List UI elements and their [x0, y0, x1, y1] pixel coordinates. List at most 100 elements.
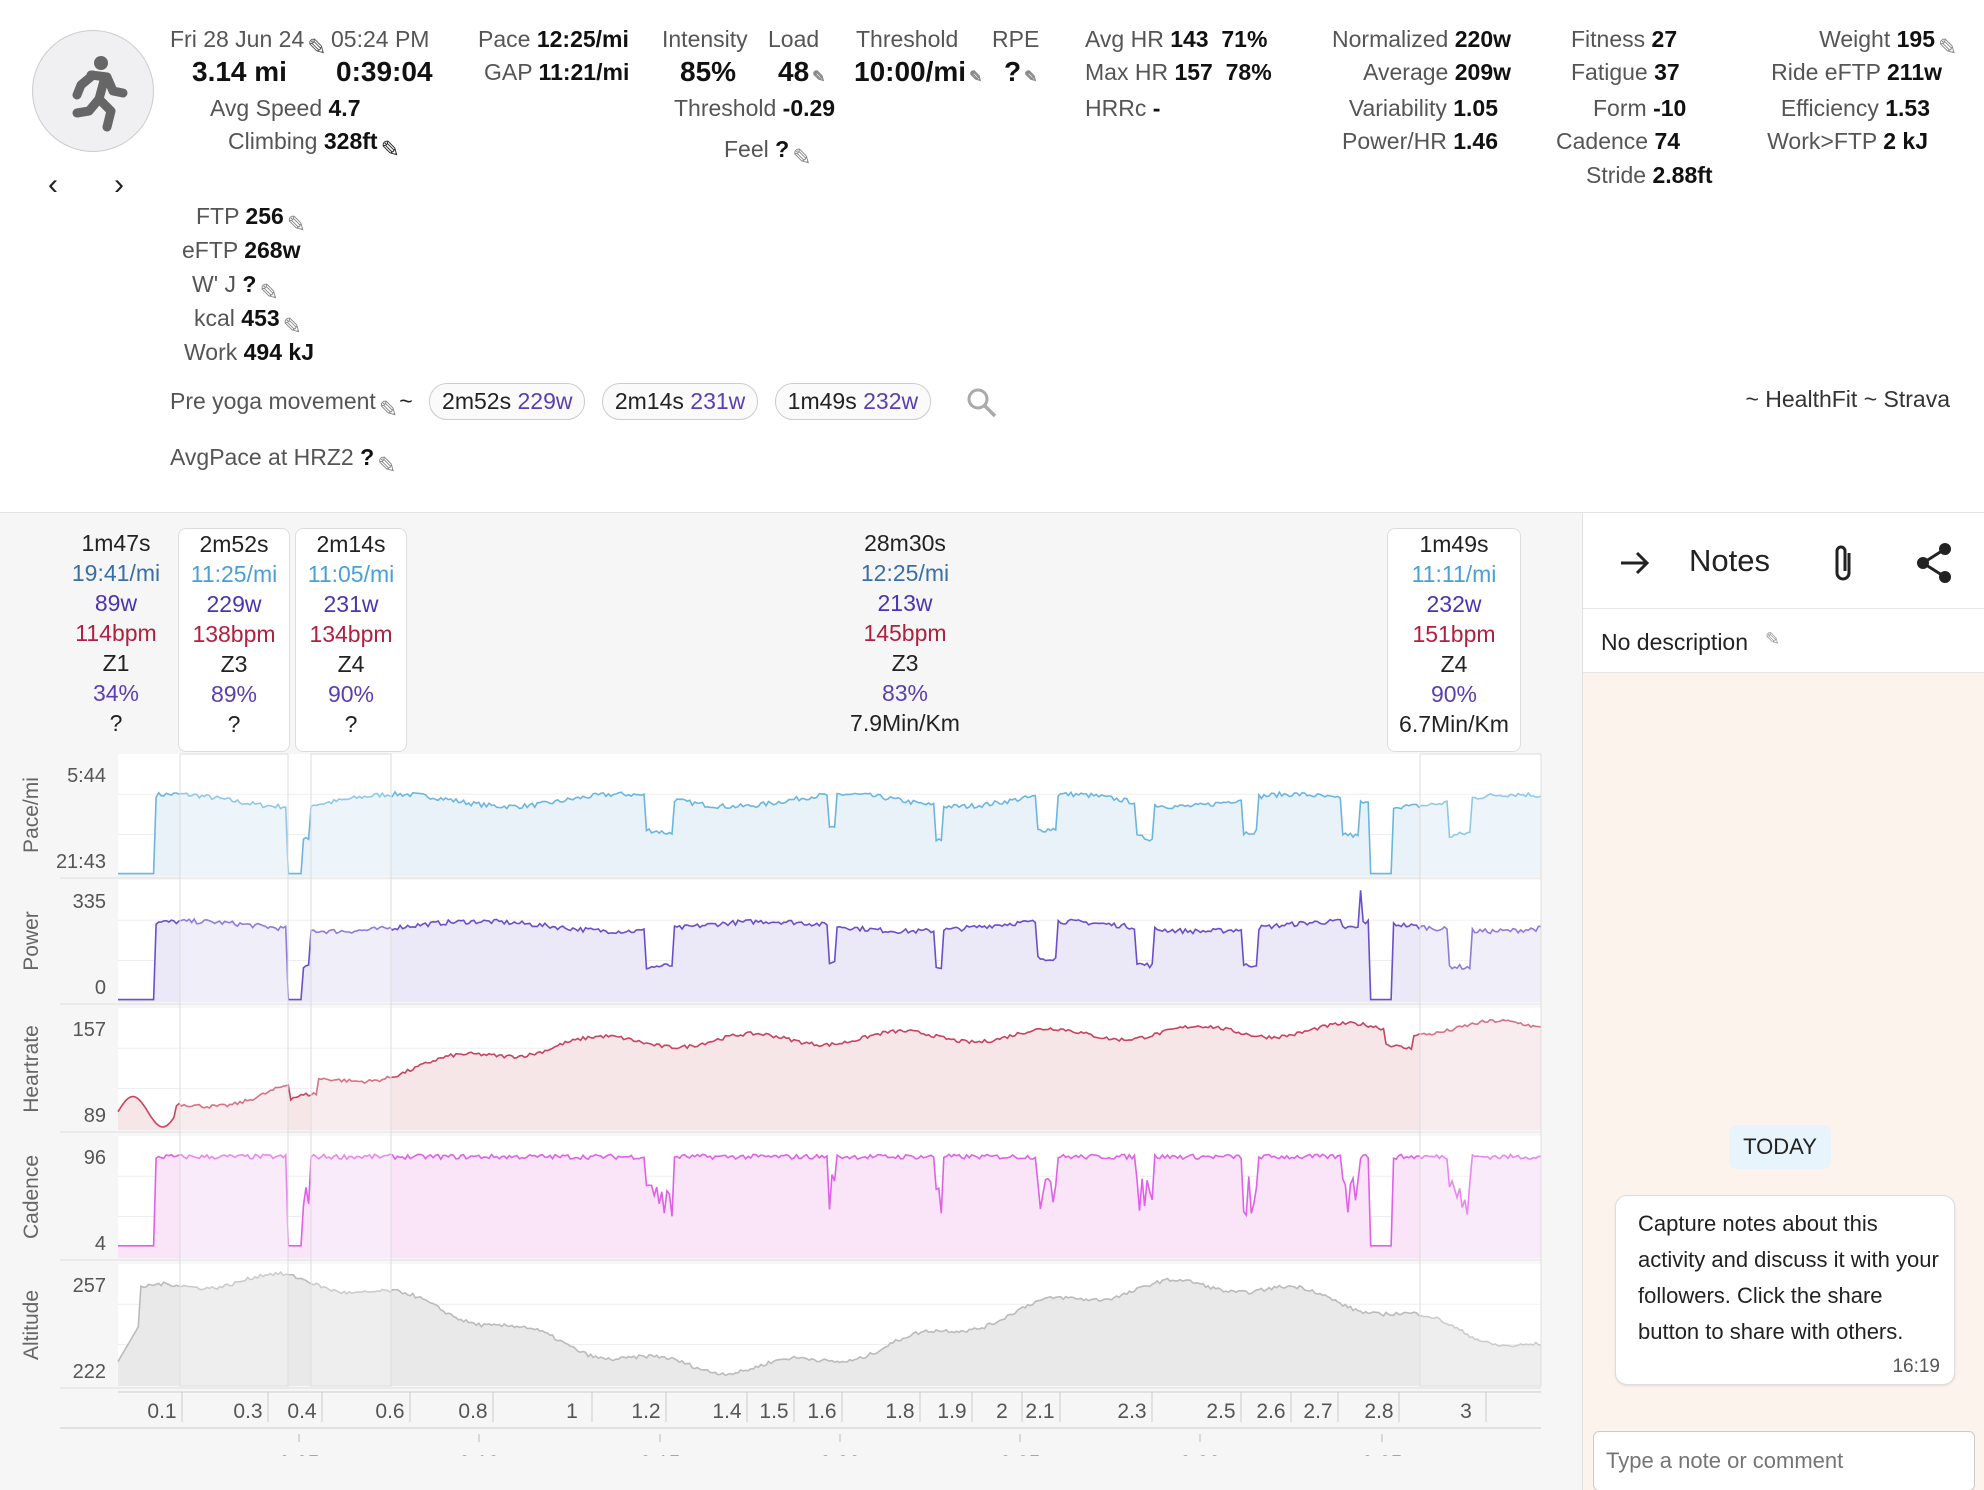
interval-2[interactable]: 2m52s 11:25/mi 229w 138bpm Z3 89%?: [178, 528, 290, 752]
interval-5[interactable]: 1m49s 11:11/mi 232w 151bpm Z4 90% 6.7Min/Km: [1387, 528, 1521, 752]
time-tick-label: 0:25: [1000, 1452, 1041, 1456]
fitness: Fitness 27: [1571, 26, 1678, 52]
interval-pace: 11:05/mi: [307, 561, 395, 587]
panel-name: Power: [20, 911, 43, 971]
distance-tick-label: 1.2: [631, 1400, 660, 1423]
note-input[interactable]: [1593, 1431, 1975, 1490]
interval-dur: 2m14s: [316, 531, 386, 557]
interval-highlight: [179, 753, 289, 1387]
next-activity-button[interactable]: ›: [114, 168, 124, 201]
distance-tick-label: 1.4: [712, 1400, 742, 1423]
activity-name[interactable]: Pre yoga movement: [170, 388, 376, 414]
interval-extra: 6.7Min/Km: [1399, 711, 1509, 737]
interval-pct: 90%: [1430, 681, 1478, 707]
activity-charts[interactable]: 5:44 21:43 Pace/mi 335 0 Power 157 89 Heartrate 9…: [0, 750, 1582, 1456]
interval-3[interactable]: 2m14s 11:05/mi 231w 134bpm Z4 90%?: [295, 528, 407, 752]
best-effort-chip-3[interactable]: 1m49s 232w: [774, 383, 932, 420]
chart-series-line-3[interactable]: [117, 1018, 1542, 1128]
axis-bottom-label: 21:43: [56, 851, 106, 873]
best-effort-chip-2[interactable]: 2m14s 231w: [601, 383, 759, 420]
chart-series-fill-2: [118, 890, 1541, 1002]
interval-highlight: [1419, 753, 1542, 1387]
w-prime[interactable]: W' J ? ✎: [192, 271, 279, 305]
form: Form -10: [1593, 95, 1687, 121]
interval-pct: 90%: [327, 681, 375, 707]
distance-tick-label: 2.7: [1303, 1400, 1332, 1423]
activity-duration: 0:39:04: [336, 56, 433, 87]
interval-zone: Z4: [1440, 651, 1468, 677]
notes-header: Notes: [1583, 513, 1984, 609]
interval-dur: 28m30s: [864, 530, 946, 556]
data-source: ~ HealthFit ~ Strava: [1745, 386, 1950, 412]
weight[interactable]: Weight 195 ✎: [1819, 26, 1958, 60]
interval-1[interactable]: 1m47s 19:41/mi 89w 114bpm Z1 34%?: [56, 528, 176, 752]
cadence: Cadence 74: [1556, 128, 1681, 154]
distance-tick-label: 0.4: [287, 1400, 317, 1423]
paperclip-icon[interactable]: [1829, 541, 1857, 585]
work: Work 494 kJ: [184, 339, 314, 365]
distance-tick-label: 0.1: [147, 1400, 176, 1423]
interval-4[interactable]: 28m30s 12:25/mi 213w 145bpm Z3 83% 7.9Min/Km: [760, 528, 1050, 752]
chart-series-fill-5: [118, 1272, 1541, 1386]
stride: Stride 2.88ft: [1586, 162, 1713, 188]
rpe-value[interactable]: ? ✎: [1004, 56, 1038, 87]
arrow-right-icon[interactable]: [1617, 545, 1653, 581]
axis-bottom-label: 4: [95, 1233, 106, 1255]
feel[interactable]: Feel ? ✎: [724, 136, 812, 170]
kcal[interactable]: kcal 453 ✎: [194, 305, 302, 339]
distance-tick-label: 1.6: [807, 1400, 836, 1423]
chart-series-line-2[interactable]: [118, 890, 1542, 1001]
avgpace-hrz2[interactable]: AvgPace at HRZ2 ? ✎: [170, 444, 397, 478]
distance-tick-label: 2.1: [1025, 1400, 1054, 1423]
ftp[interactable]: FTP 256 ✎: [196, 203, 307, 237]
search-icon[interactable]: [964, 385, 998, 419]
notes-description[interactable]: No description ✎: [1583, 609, 1984, 673]
share-icon[interactable]: [1913, 541, 1957, 585]
rpe-label: RPE: [992, 26, 1040, 52]
distance-tick-label: 3: [1460, 1400, 1472, 1423]
intensity-label: Intensity: [662, 26, 748, 52]
normalized-power: Normalized 220w: [1332, 26, 1511, 52]
threshold-value[interactable]: 10:00/mi ✎: [854, 56, 983, 87]
axis-top-label: 96: [84, 1147, 106, 1169]
interval-extra: ?: [109, 710, 123, 736]
load-label: Load: [768, 26, 820, 52]
distance-tick-label: 0.3: [233, 1400, 262, 1423]
interval-pct: 83%: [881, 680, 929, 706]
prev-activity-button[interactable]: ‹: [48, 168, 58, 201]
best-effort-chip-1[interactable]: 2m52s 229w: [429, 383, 586, 420]
fatigue: Fatigue 37: [1571, 59, 1680, 85]
interval-hr: 114bpm: [75, 620, 157, 646]
efficiency: Efficiency 1.53: [1780, 95, 1930, 121]
running-icon: [72, 56, 128, 132]
axis-bottom-label: 89: [84, 1105, 106, 1127]
interval-power: 213w: [877, 590, 933, 616]
interval-highlight: [310, 753, 392, 1387]
interval-zone: Z1: [102, 650, 130, 676]
interval-hr: 151bpm: [1412, 621, 1496, 647]
chart-series-line-4[interactable]: [118, 1152, 1542, 1247]
panel-name: Altitude: [20, 1290, 43, 1360]
threshold-2: Threshold -0.29: [674, 95, 836, 121]
interval-power: 89w: [94, 590, 138, 616]
load-value[interactable]: 48 ✎: [778, 56, 826, 87]
header-divider: [0, 512, 1984, 513]
climbing[interactable]: Climbing 328ft ✎: [228, 128, 400, 162]
time-tick-label: 0:15: [640, 1452, 681, 1456]
interval-pace: 19:41/mi: [71, 560, 161, 586]
activity-type-avatar: [32, 30, 154, 152]
activity-header: ‹ › Fri 28 Jun 24 ✎ 05:24 PM 3.14 mi 0:39…: [0, 0, 1984, 512]
activity-date[interactable]: Fri 28 Jun 24 ✎: [170, 26, 327, 60]
chart-series-line-1[interactable]: [118, 790, 1542, 875]
intensity-value: 85%: [680, 56, 737, 87]
chart-series-line-5[interactable]: [117, 1270, 1542, 1377]
interval-extra: ?: [344, 711, 358, 737]
distance-tick-label: 0.8: [458, 1400, 487, 1423]
interval-pct: 34%: [92, 680, 140, 706]
interval-zone: Z3: [220, 651, 248, 677]
time-tick-label: 0:30: [1180, 1452, 1221, 1456]
avg-speed: Avg Speed 4.7: [210, 95, 361, 121]
interval-power: 231w: [323, 591, 379, 617]
chart-series-fill-1: [118, 791, 1541, 876]
interval-dur: 2m52s: [199, 531, 269, 557]
